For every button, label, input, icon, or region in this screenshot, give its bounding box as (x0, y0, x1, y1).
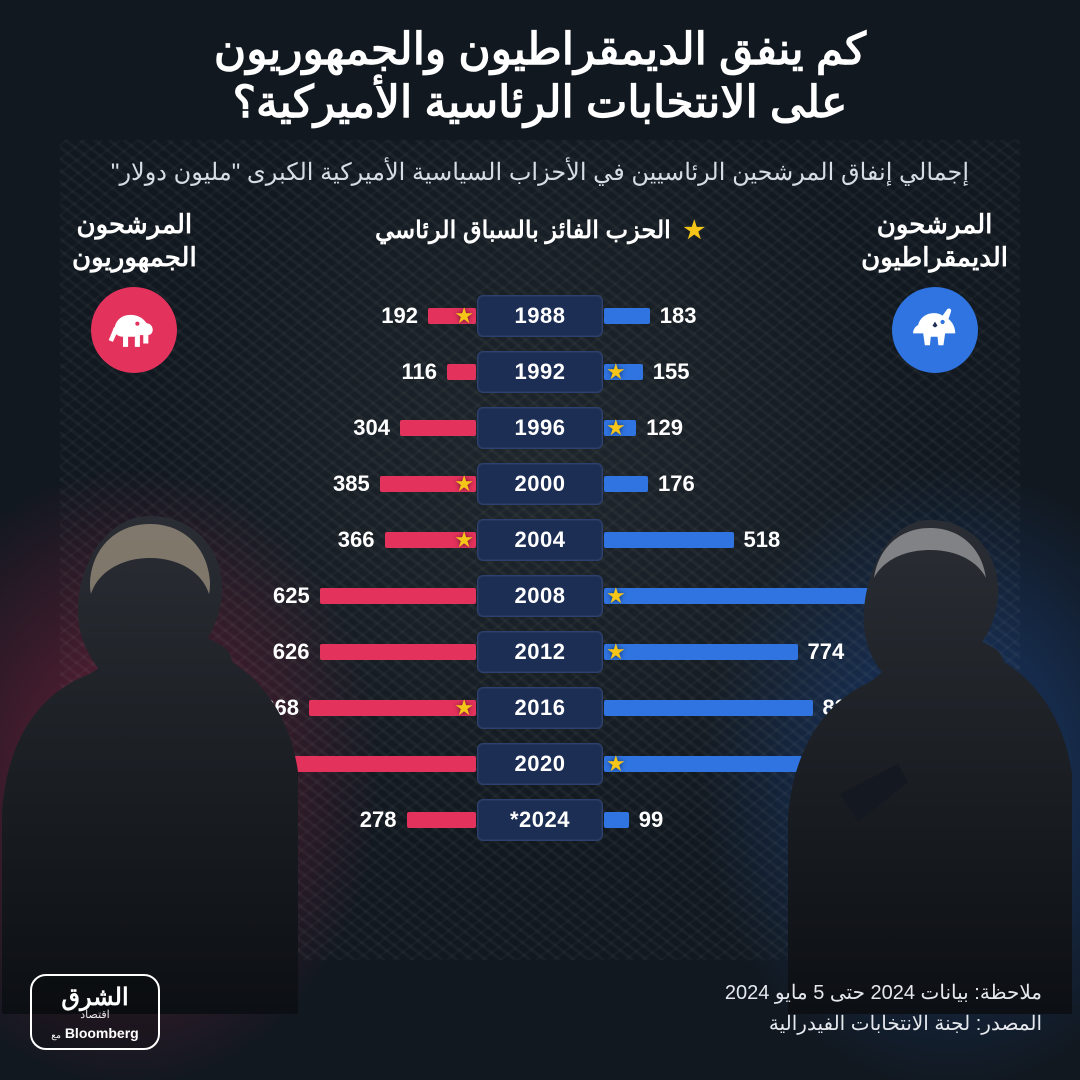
bar-rep (447, 364, 476, 380)
chart-row: 2016 834 668 ★ (0, 688, 1080, 728)
winner-star-icon: ★ (454, 473, 474, 495)
winner-star-icon: ★ (606, 641, 626, 663)
value-dem: 129 (646, 415, 683, 441)
bar-rep (269, 756, 476, 772)
year-label: 1992 (477, 351, 603, 393)
year-label: 2008 (477, 575, 603, 617)
page-title: كم ينفق الديمقراطيون والجمهوريون على الا… (0, 24, 1080, 130)
party-democrats-label-2: الديمقراطيون (861, 241, 1008, 274)
value-rep: 829 (222, 751, 259, 777)
party-democrats-label-1: المرشحون (861, 208, 1008, 241)
brand-badge: الشرق اقتصاد مع Bloomberg (30, 974, 160, 1050)
value-rep: 304 (353, 415, 390, 441)
chart-row: 2012 774 626 ★ (0, 632, 1080, 672)
bar-rep (320, 644, 477, 660)
year-label: *2024 (477, 799, 603, 841)
bar-rep (309, 700, 476, 716)
chart-row: *2024 99 278 (0, 800, 1080, 840)
footer-source: المصدر: لجنة الانتخابات الفيدرالية (725, 1009, 1042, 1040)
value-dem: 1,136 (898, 583, 953, 609)
value-rep: 385 (333, 471, 370, 497)
value-dem: 518 (744, 527, 781, 553)
bar-dem (604, 756, 994, 772)
winner-star-icon: ★ (454, 305, 474, 327)
value-dem: 99 (639, 807, 663, 833)
value-rep: 278 (360, 807, 397, 833)
footer: ملاحظة: بيانات 2024 حتى 5 مايو 2024 المص… (725, 978, 1042, 1040)
year-label: 1988 (477, 295, 603, 337)
value-rep: 192 (381, 303, 418, 329)
chart-row: 1988 183 192 ★ (0, 296, 1080, 336)
year-label: 2004 (477, 519, 603, 561)
subtitle: إجمالي إنفاق المرشحين الرئاسيين في الأحز… (0, 158, 1080, 187)
bar-rep (407, 812, 477, 828)
winner-star-icon: ★ (454, 529, 474, 551)
bar-rep (320, 588, 476, 604)
winner-star-icon: ★ (606, 753, 626, 775)
bar-dem (604, 644, 798, 660)
chart-row: 2000 176 385 ★ (0, 464, 1080, 504)
value-dem: 3,155 (1004, 751, 1059, 777)
title-line-1: كم ينفق الديمقراطيون والجمهوريون (0, 24, 1080, 77)
legend-winner-label: الحزب الفائز بالسباق الرئاسي (375, 217, 671, 244)
party-republicans-label-1: المرشحون (72, 208, 197, 241)
winner-star-icon: ★ (606, 417, 626, 439)
bar-dem (604, 308, 650, 324)
value-rep: 625 (273, 583, 310, 609)
value-rep: 116 (402, 359, 438, 385)
chart-row: 1996 129 304 ★ (0, 408, 1080, 448)
brand-line-3: مع Bloomberg (51, 1025, 138, 1041)
value-rep: 366 (338, 527, 375, 553)
title-line-2: على الانتخابات الرئاسية الأميركية؟ (0, 77, 1080, 130)
spending-chart: 1988183192★1992155116★1996129304★2000176… (0, 296, 1080, 856)
star-icon: ★ (684, 217, 706, 244)
winner-star-icon: ★ (454, 697, 474, 719)
bar-dem (604, 476, 648, 492)
party-republicans-label-2: الجمهوريون (72, 241, 197, 274)
value-dem: 183 (660, 303, 697, 329)
year-label: 2012 (477, 631, 603, 673)
value-rep: 668 (262, 695, 299, 721)
year-label: 1996 (477, 407, 603, 449)
year-label: 2000 (477, 463, 603, 505)
chart-row: 2020 3,155 829 ★ (0, 744, 1080, 784)
winner-star-icon: ★ (606, 585, 626, 607)
value-dem: 774 (808, 639, 845, 665)
value-dem: 834 (823, 695, 860, 721)
winner-star-icon: ★ (606, 361, 626, 383)
bar-dem (604, 588, 888, 604)
value-rep: 626 (273, 639, 310, 665)
bar-dem (604, 532, 734, 548)
footer-note: ملاحظة: بيانات 2024 حتى 5 مايو 2024 (725, 978, 1042, 1009)
brand-line-2: اقتصاد (80, 1008, 109, 1021)
year-label: 2020 (477, 743, 603, 785)
bar-rep (400, 420, 476, 436)
chart-row: 2008 1,136 625 ★ (0, 576, 1080, 616)
chart-row: 2004 518 366 ★ (0, 520, 1080, 560)
value-dem: 155 (653, 359, 690, 385)
value-dem: 176 (658, 471, 695, 497)
chart-row: 1992 155 116 ★ (0, 352, 1080, 392)
bar-dem (604, 700, 813, 716)
bar-dem (604, 812, 629, 828)
year-label: 2016 (477, 687, 603, 729)
